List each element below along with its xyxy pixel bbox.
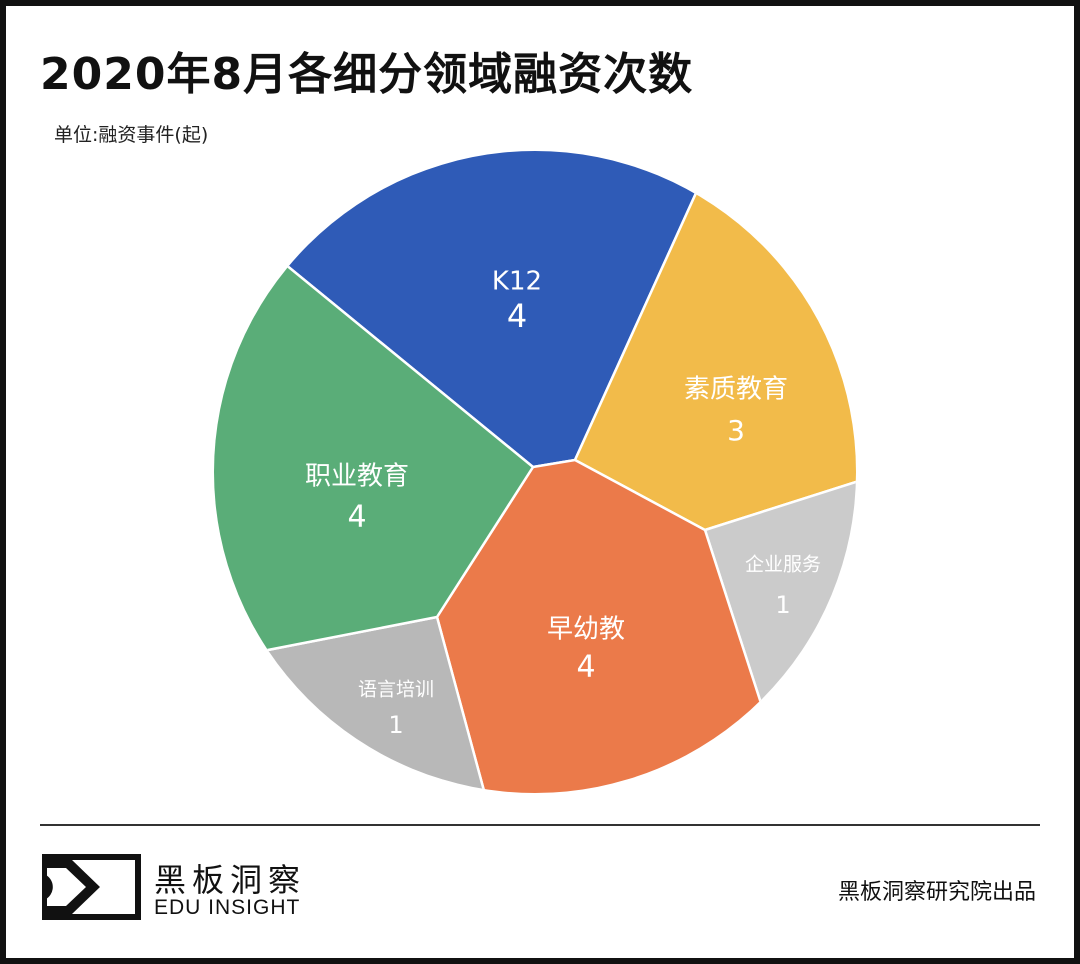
credit-text: 黑板洞察研究院出品: [837, 880, 1036, 905]
slice-label: 素质教育: [684, 375, 788, 405]
slice-4: [214, 615, 502, 793]
slice-value: 1: [388, 711, 403, 739]
slice-value: 4: [347, 500, 366, 535]
slice-value: 4: [507, 297, 527, 335]
slice-value: 1: [775, 591, 790, 619]
slice-label: 语言培训: [358, 679, 434, 701]
slice-value: 4: [576, 650, 595, 685]
unit-label: 单位:融资事件(起): [54, 124, 209, 146]
slice-label: 企业服务: [745, 554, 821, 576]
slice-label: K12: [492, 267, 542, 297]
footer-divider: [40, 824, 1040, 826]
logo-text-cn: 黑板洞察: [154, 861, 307, 899]
slice-label: 职业教育: [305, 462, 409, 492]
slice-label: 早幼教: [547, 615, 625, 645]
chart-title: 2020年8月各细分领域融资次数: [40, 49, 694, 100]
logo-text-en: EDU INSIGHT: [154, 896, 301, 919]
slice-value: 3: [727, 414, 745, 447]
edu-insight-logo: [42, 854, 141, 920]
